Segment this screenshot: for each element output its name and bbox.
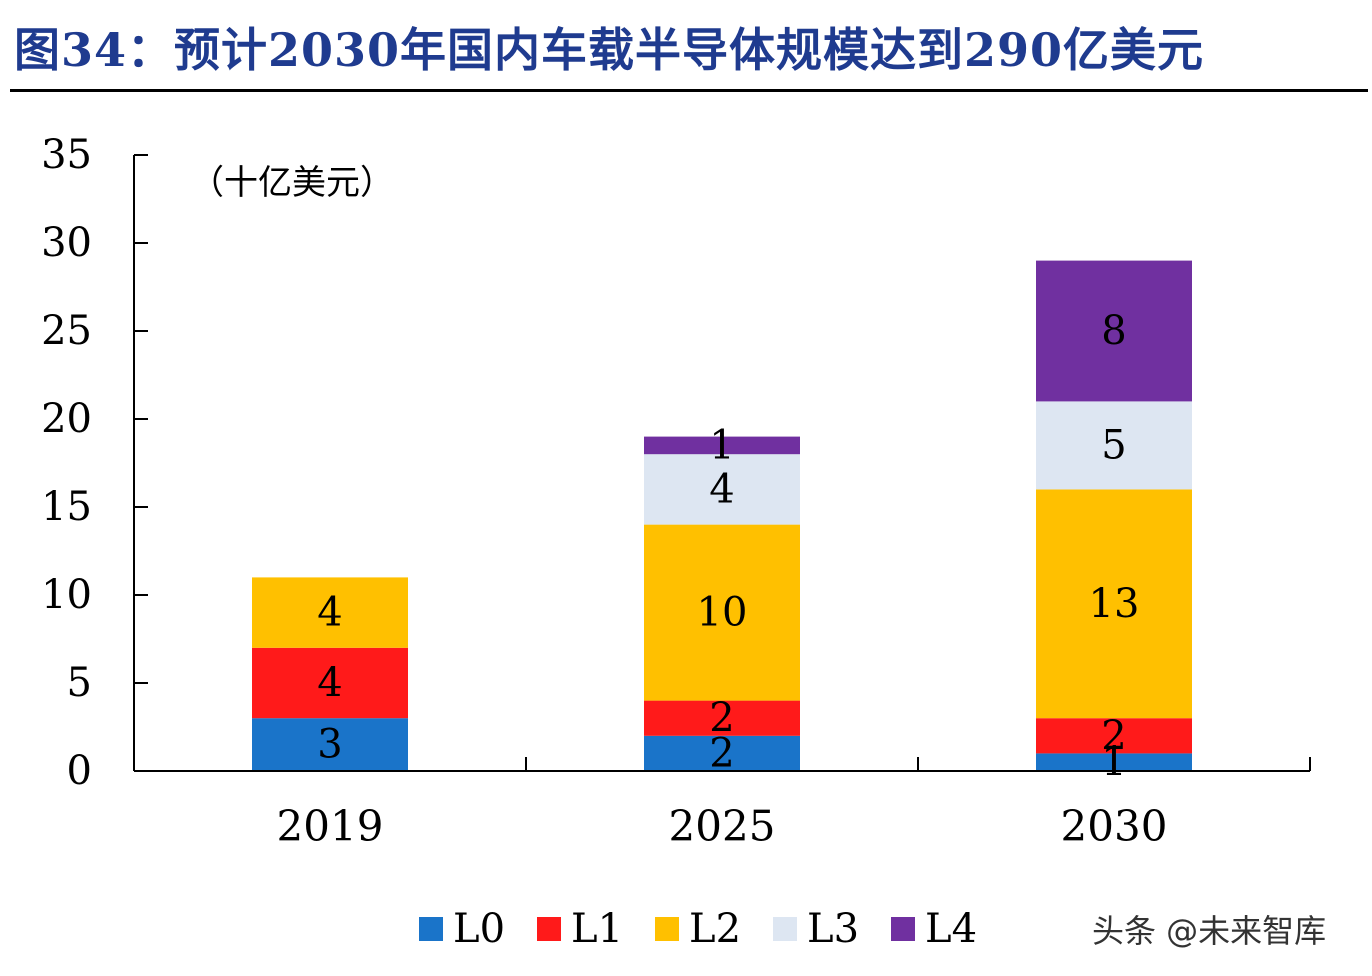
bar-L2-2025 xyxy=(644,524,800,701)
y-tick-label: 0 xyxy=(67,748,92,794)
legend-swatch-L3 xyxy=(773,917,797,941)
x-tick-label-2025: 2025 xyxy=(669,802,776,851)
bar-L0-2030 xyxy=(1036,753,1192,771)
y-tick-label: 10 xyxy=(41,572,92,618)
legend-label-L3: L3 xyxy=(807,906,859,952)
bar-L1-2019 xyxy=(252,647,408,719)
data-label-L1-2030: 2 xyxy=(1101,713,1126,759)
legend-label-L2: L2 xyxy=(689,906,741,952)
legend-label-L0: L0 xyxy=(453,906,505,952)
data-label-L4-2030: 8 xyxy=(1101,308,1126,354)
data-label-L1-2019: 4 xyxy=(317,660,342,706)
figure-title: 图34：预计2030年国内车载半导体规模达到290亿美元 xyxy=(14,23,1205,77)
legend: L0 L1 L2 L3 L4 xyxy=(419,906,977,952)
y-tick-label: 5 xyxy=(67,660,92,706)
y-tick-label: 20 xyxy=(41,396,92,442)
legend-swatch-L1 xyxy=(537,917,561,941)
data-label-L3-2030: 5 xyxy=(1101,422,1126,468)
unit-label: （十亿美元） xyxy=(190,163,394,203)
bar-L4-2030 xyxy=(1036,260,1192,402)
bar-L2-2030 xyxy=(1036,489,1192,719)
data-label-L4-2025: 1 xyxy=(709,422,734,468)
bar-L2-2019 xyxy=(252,577,408,648)
bar-L1-2030 xyxy=(1036,718,1192,754)
data-label-L0-2030: 1 xyxy=(1101,739,1126,785)
bars-layer xyxy=(252,260,1192,771)
data-label-L2-2019: 4 xyxy=(317,590,342,636)
data-label-L3-2025: 4 xyxy=(709,466,734,512)
legend-swatch-L2 xyxy=(655,917,679,941)
y-tick-label: 25 xyxy=(41,308,92,354)
data-label-L0-2025: 2 xyxy=(709,730,734,776)
bar-L1-2025 xyxy=(644,700,800,736)
data-label-L1-2025: 2 xyxy=(709,695,734,741)
watermark: 头条 @未来智库 xyxy=(1092,912,1327,950)
y-tick-label: 15 xyxy=(41,484,92,530)
bar-L4-2025 xyxy=(644,436,800,455)
title-rule xyxy=(10,89,1368,92)
bar-L0-2025 xyxy=(644,735,800,771)
legend-swatch-L4 xyxy=(891,917,915,941)
data-label-L2-2030: 13 xyxy=(1089,581,1140,627)
y-tick-label: 30 xyxy=(41,220,92,266)
y-tick-label: 35 xyxy=(41,132,92,178)
data-label-L2-2025: 10 xyxy=(697,590,748,636)
legend-swatch-L0 xyxy=(419,917,443,941)
bar-L0-2019 xyxy=(252,718,408,771)
legend-label-L1: L1 xyxy=(571,906,623,952)
legend-label-L4: L4 xyxy=(925,906,977,952)
data-label-L0-2019: 3 xyxy=(317,722,342,768)
bar-L3-2030 xyxy=(1036,401,1192,490)
x-tick-label-2030: 2030 xyxy=(1061,802,1168,851)
bar-L3-2025 xyxy=(644,454,800,525)
x-tick-label-2019: 2019 xyxy=(277,802,384,851)
